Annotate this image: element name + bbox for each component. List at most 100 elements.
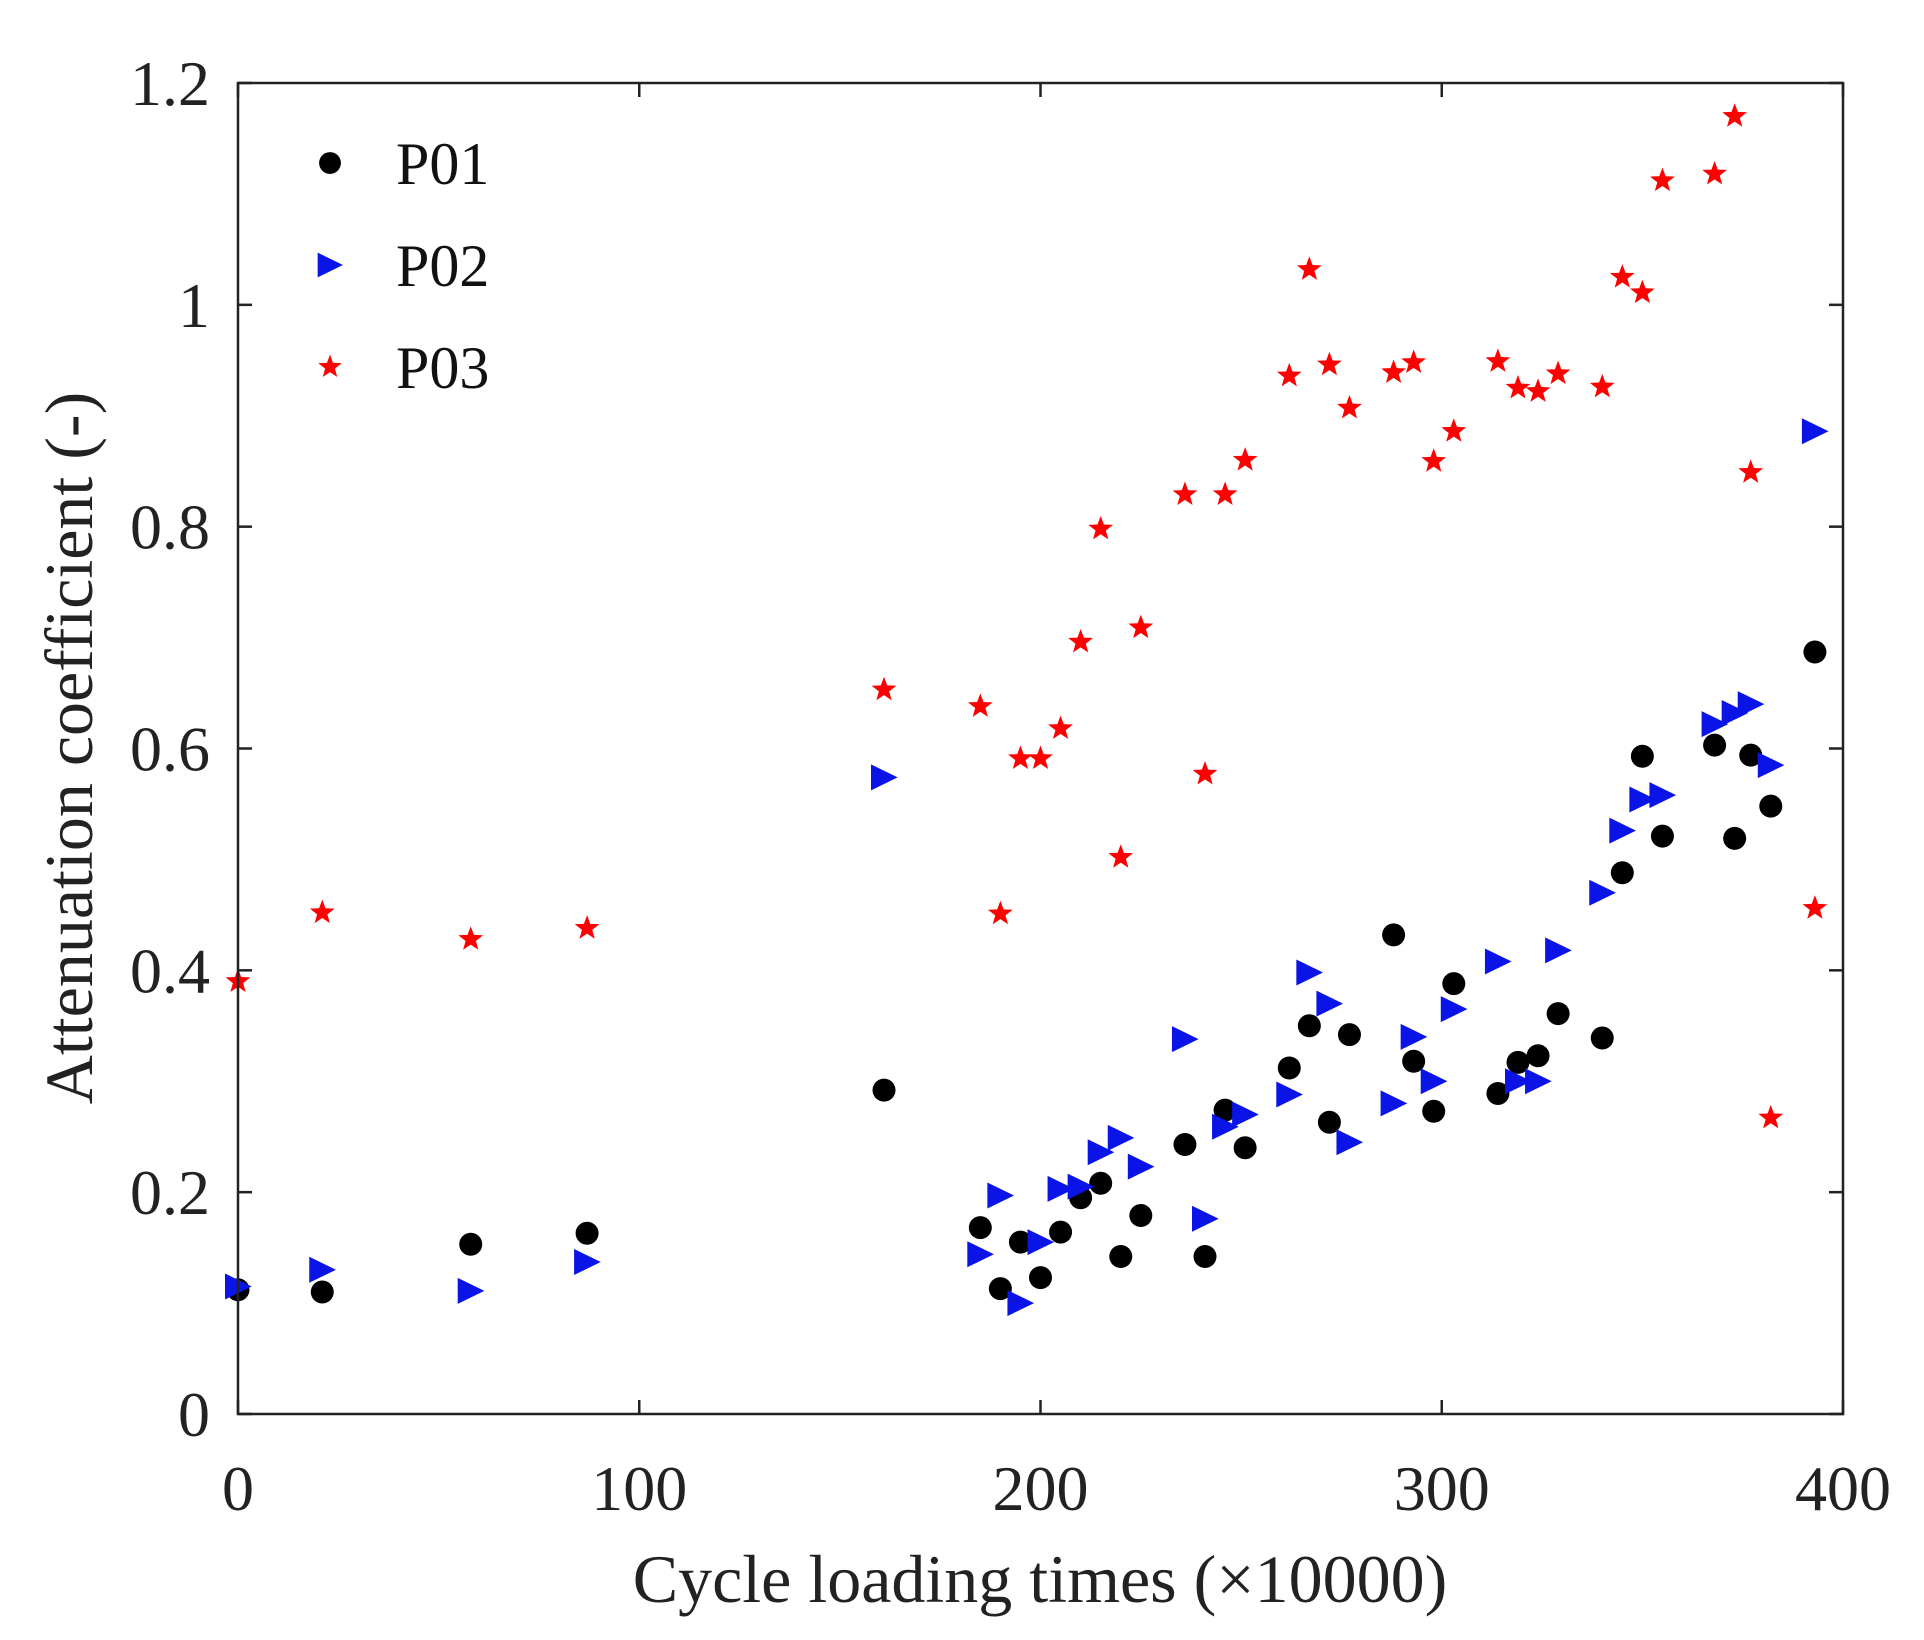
p02-point — [1440, 996, 1468, 1023]
p03-point — [1802, 895, 1828, 919]
p01-point — [1173, 1132, 1197, 1156]
p02-point — [1067, 1173, 1095, 1200]
p03-point — [871, 676, 897, 701]
y-tick-label: 0.8 — [130, 492, 210, 563]
p03-point — [1108, 844, 1134, 868]
y-tick-label: 0.4 — [130, 935, 210, 1006]
p03-point — [1722, 103, 1748, 127]
p01-point — [1759, 794, 1783, 818]
legend-p02-label: P02 — [396, 233, 489, 299]
p03-point — [1028, 745, 1053, 769]
p02-point — [1107, 1124, 1135, 1151]
p01-point — [1233, 1136, 1257, 1160]
p03-point — [1317, 351, 1342, 376]
p01-point — [1723, 826, 1747, 850]
p01-point — [1506, 1050, 1530, 1074]
p03-point — [1296, 256, 1322, 280]
p02-point — [967, 1241, 994, 1268]
p01-point — [1526, 1044, 1550, 1068]
p02-point — [1316, 990, 1344, 1017]
p01-point — [1486, 1081, 1510, 1105]
x-axis-title: Cycle loading times (×10000) — [633, 1541, 1448, 1617]
x-tick-label: 0 — [222, 1453, 254, 1524]
p02-point — [1127, 1153, 1155, 1180]
series-p03 — [225, 103, 1828, 1129]
p03-point — [1128, 614, 1154, 639]
p02-point — [1007, 1290, 1035, 1317]
x-tick-label: 400 — [1795, 1453, 1891, 1524]
p01-point — [968, 1216, 992, 1240]
p01-point — [1029, 1266, 1052, 1290]
p02-point — [1296, 959, 1323, 986]
p01-point — [1546, 1002, 1570, 1026]
x-tick-label: 200 — [993, 1453, 1089, 1524]
p01-point — [1213, 1098, 1237, 1122]
p01-point — [575, 1221, 599, 1245]
data-marks — [225, 103, 1829, 1317]
p01-point — [1317, 1110, 1341, 1134]
p03-point — [1441, 418, 1467, 442]
p03-point — [1048, 715, 1073, 740]
p03-point — [1505, 375, 1531, 399]
p01-point — [1402, 1049, 1426, 1073]
p02-point — [1336, 1129, 1364, 1156]
p03-point — [1337, 394, 1362, 419]
p02-point — [1400, 1023, 1428, 1050]
legend-p01-label: P01 — [396, 131, 489, 197]
p03-point — [1232, 447, 1258, 471]
y-tick-label: 1 — [178, 270, 210, 341]
p02-point — [1721, 700, 1749, 727]
axis-ticks: 0 100 200 300 400 0 0.2 0.4 0.6 0.8 1 1.2 — [130, 48, 1891, 1524]
p02-point — [1609, 817, 1636, 844]
series-p02 — [225, 418, 1829, 1317]
p02-point — [1545, 937, 1572, 964]
p01-point — [1049, 1220, 1073, 1244]
p02-point — [574, 1249, 601, 1276]
p03-point — [309, 899, 335, 924]
legend-p02-marker — [317, 252, 343, 278]
p03-point — [1088, 515, 1114, 540]
p02-point — [1649, 782, 1677, 809]
x-tick-label: 300 — [1394, 1453, 1490, 1524]
p03-point — [1381, 359, 1406, 384]
p02-point — [1589, 879, 1616, 906]
p01-point — [1630, 744, 1654, 768]
p01-point — [1109, 1244, 1133, 1268]
series-p01 — [226, 640, 1827, 1304]
x-tick-label: 100 — [591, 1453, 687, 1524]
p01-point — [1703, 733, 1727, 757]
p02-point — [1737, 691, 1765, 718]
p03-point — [967, 693, 993, 717]
p03-point — [574, 915, 600, 939]
p02-point — [1276, 1081, 1303, 1108]
y-tick-label: 0.6 — [130, 714, 210, 785]
p02-point — [1484, 948, 1512, 975]
p03-point — [1401, 349, 1427, 374]
p01-point — [1089, 1171, 1113, 1195]
p03-point — [1758, 1104, 1784, 1129]
p02-point — [1629, 786, 1657, 813]
p03-point — [1630, 279, 1655, 304]
p03-point — [1525, 378, 1551, 402]
p03-point — [458, 926, 484, 950]
p03-point — [1589, 373, 1615, 398]
p02-point — [457, 1277, 485, 1304]
p02-point — [1171, 1026, 1199, 1053]
p01-point — [1008, 1230, 1032, 1254]
p03-point — [1192, 761, 1218, 785]
p01-point — [1590, 1026, 1614, 1050]
p02-point — [1087, 1139, 1115, 1166]
p03-point — [1738, 459, 1764, 483]
p03-point — [1485, 348, 1511, 372]
p02-point — [1504, 1068, 1532, 1095]
p01-point — [1803, 640, 1827, 664]
p01-point — [1422, 1099, 1446, 1123]
p02-point — [1232, 1101, 1259, 1128]
p03-point — [1545, 360, 1571, 385]
p02-point — [1212, 1113, 1239, 1140]
p02-point — [1801, 418, 1829, 445]
p03-point — [1650, 167, 1675, 192]
legend-p01-marker — [319, 152, 341, 174]
p02-point — [1420, 1068, 1448, 1095]
